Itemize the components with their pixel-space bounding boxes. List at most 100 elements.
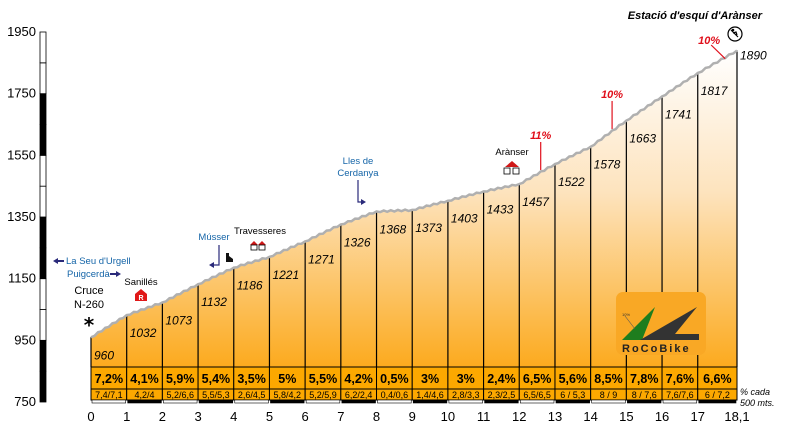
arrow-right-icon bbox=[110, 271, 121, 277]
place-travesseres: Travesseres bbox=[234, 226, 286, 237]
y-tick-label: 1150 bbox=[8, 271, 36, 286]
y-axis-segment bbox=[39, 216, 47, 249]
x-tick-labels: 0 1 2 3 4 5 6 7 8 9 10 11 12 13 14 15 16 17 18,1 bbox=[87, 409, 749, 424]
elevation-label: 1403 bbox=[451, 212, 478, 226]
elevation-label: 1221 bbox=[272, 268, 299, 282]
grade-label: 6,6% bbox=[703, 372, 732, 386]
km-scale-segment bbox=[591, 399, 626, 404]
half-grade-label: 2,8/3,3 bbox=[452, 390, 480, 400]
x-tick-label: 11 bbox=[477, 409, 491, 424]
y-axis-segment bbox=[39, 93, 47, 125]
elevation-label: 960 bbox=[94, 348, 114, 362]
x-tick-label: 14 bbox=[583, 409, 597, 424]
elevation-label: 1457 bbox=[522, 195, 550, 209]
musser-pointer bbox=[213, 245, 220, 266]
km-scale-segment bbox=[234, 399, 269, 404]
x-tick-label: 5 bbox=[266, 409, 273, 424]
grade-label: 5,9% bbox=[166, 372, 195, 386]
direction-la-seu: La Seu d'Urgell bbox=[53, 256, 131, 267]
half-grade-label: 6,5/6,5 bbox=[523, 390, 551, 400]
x-tick-label: 2 bbox=[159, 409, 166, 424]
y-axis bbox=[39, 31, 47, 403]
elevation-label: 1741 bbox=[665, 107, 692, 121]
half-grade-label: 8 / 7,6 bbox=[632, 390, 657, 400]
elevation-label: 1326 bbox=[344, 235, 371, 249]
grade-label: 5,4% bbox=[202, 372, 231, 386]
y-axis-segment bbox=[39, 185, 47, 218]
place-musser: Músser bbox=[198, 232, 229, 243]
elevation-label: 1186 bbox=[237, 279, 263, 293]
elevation-label: 1433 bbox=[487, 202, 514, 216]
x-tick-label: 13 bbox=[548, 409, 562, 424]
direction-puigcerda: Puigcerdà bbox=[67, 269, 121, 280]
half-grade-label: 2,3/2,5 bbox=[488, 390, 516, 400]
grade-label: 0,5% bbox=[380, 372, 409, 386]
x-tick-label: 10 bbox=[441, 409, 455, 424]
elevation-area bbox=[91, 50, 737, 367]
y-tick-label: 1950 bbox=[7, 24, 36, 39]
start-star-icon: * bbox=[84, 313, 95, 337]
half-grade-label: 6 / 7,2 bbox=[705, 390, 730, 400]
grade-label: 7,8% bbox=[630, 372, 659, 386]
max-grade-label: 11% bbox=[530, 130, 551, 142]
max-grade-markers: 11% 10% 10% bbox=[530, 35, 726, 170]
y-axis-segment bbox=[39, 247, 47, 280]
svg-text:R: R bbox=[138, 295, 143, 302]
grade-label: 5,6% bbox=[559, 372, 588, 386]
max-grade-label: 10% bbox=[698, 35, 720, 47]
grade-label: 2,4% bbox=[487, 372, 516, 386]
houses-icon bbox=[250, 241, 266, 251]
place-aranser: Arànser bbox=[495, 147, 528, 158]
half-grade-label: 1,4/4,6 bbox=[416, 390, 444, 400]
max-grade-label: 10% bbox=[601, 89, 623, 101]
km-scale-segment bbox=[163, 399, 198, 404]
restaurant-icon: R bbox=[135, 289, 147, 302]
chart-title: Estació d'esquí d'Arànser bbox=[628, 10, 763, 22]
x-tick-label: 4 bbox=[230, 409, 237, 424]
x-tick-label: 12 bbox=[512, 409, 526, 424]
arrow-left-icon bbox=[53, 258, 64, 264]
grade-label: 3,5% bbox=[237, 372, 266, 386]
km-scale-segment bbox=[91, 399, 126, 404]
svg-text:10%: 10% bbox=[622, 312, 630, 317]
direction-right-label: Puigcerdà bbox=[67, 269, 110, 280]
grade-label: 7,2% bbox=[95, 372, 124, 386]
x-tick-label: 18,1 bbox=[724, 409, 749, 424]
half-grade-label: 7,6/7,6 bbox=[666, 390, 694, 400]
x-tick-label: 16 bbox=[655, 409, 669, 424]
x-tick-label: 15 bbox=[619, 409, 633, 424]
y-axis-segment bbox=[39, 124, 47, 156]
y-axis-segment bbox=[39, 62, 47, 95]
elevation-label: 1890 bbox=[740, 49, 767, 63]
y-axis-segment bbox=[39, 339, 47, 372]
elevation-label: 1373 bbox=[415, 221, 442, 235]
ski-station-icon bbox=[727, 26, 743, 42]
km-scale-segment bbox=[412, 399, 448, 404]
half-grade-label: 5,2/5,9 bbox=[309, 390, 337, 400]
max-grade-pointer bbox=[710, 44, 726, 60]
rocobike-logo: 10% RoCoBike bbox=[616, 292, 706, 355]
km-scale-segment bbox=[555, 399, 590, 404]
km-scale-segment bbox=[377, 399, 412, 404]
y-axis-segment bbox=[39, 278, 47, 310]
y-axis-segment bbox=[39, 370, 47, 403]
x-tick-label: 1 bbox=[123, 409, 130, 424]
x-tick-label: 3 bbox=[194, 409, 201, 424]
place-lles-1: Lles de bbox=[343, 156, 374, 167]
place-sanilles: Sanillés bbox=[124, 277, 158, 288]
km-scale-segment bbox=[270, 399, 305, 404]
lles-pointer bbox=[357, 180, 362, 203]
x-tick-label: 0 bbox=[87, 409, 94, 424]
elevation-label: 1032 bbox=[130, 326, 157, 340]
km-scale-segment bbox=[127, 399, 162, 404]
elevation-label: 1073 bbox=[165, 313, 192, 327]
km-scale-segment bbox=[198, 399, 234, 404]
y-axis-segment bbox=[39, 154, 47, 187]
elevation-label: 1522 bbox=[558, 175, 585, 189]
start-label-1: Cruce bbox=[74, 285, 103, 297]
arrow-right-icon bbox=[361, 199, 366, 205]
note-line-1: % cada bbox=[740, 387, 770, 397]
note-line-2: 500 mts. bbox=[740, 398, 775, 408]
y-tick-label: 1350 bbox=[7, 209, 36, 224]
grade-label: 3% bbox=[457, 372, 475, 386]
